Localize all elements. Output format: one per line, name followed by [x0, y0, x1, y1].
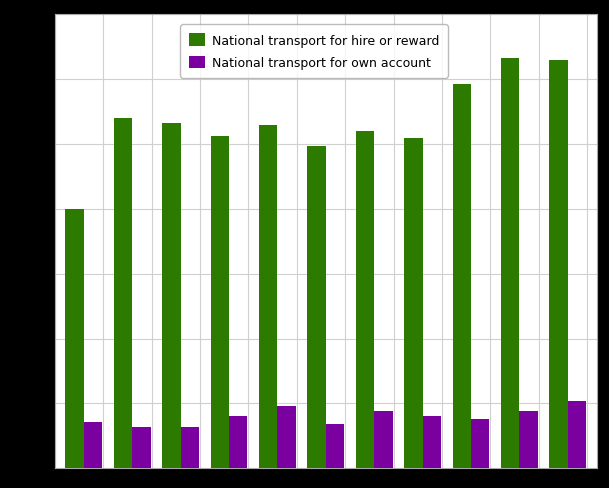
Bar [162, 123, 181, 468]
Bar [404, 139, 423, 468]
Bar [501, 59, 519, 468]
Bar [132, 427, 150, 468]
Bar [229, 417, 247, 468]
Bar [452, 84, 471, 468]
Bar [278, 406, 296, 468]
Bar [259, 126, 278, 468]
Legend: National transport for hire or reward, National transport for own account: National transport for hire or reward, N… [180, 25, 448, 79]
Bar [356, 131, 374, 468]
Bar [549, 61, 568, 468]
Bar [423, 417, 441, 468]
Bar [84, 422, 102, 468]
Bar [114, 119, 132, 468]
Bar [211, 137, 229, 468]
Bar [568, 401, 586, 468]
Bar [519, 411, 538, 468]
Bar [181, 427, 199, 468]
Bar [326, 425, 344, 468]
Bar [471, 419, 490, 468]
Bar [308, 147, 326, 468]
Bar [65, 209, 84, 468]
Bar [374, 411, 393, 468]
